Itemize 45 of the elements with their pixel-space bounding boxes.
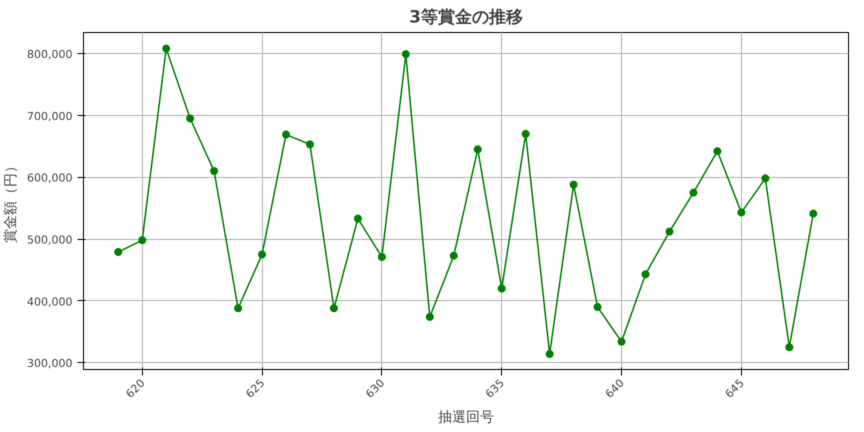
point bbox=[474, 145, 482, 154]
x-tick-label: 630 bbox=[363, 376, 388, 401]
y-tick-label: 300,000 bbox=[27, 357, 73, 370]
point bbox=[618, 338, 626, 346]
point bbox=[234, 304, 242, 312]
point bbox=[809, 210, 818, 218]
point bbox=[665, 228, 674, 236]
x-tick-label: 635 bbox=[482, 376, 508, 401]
x-axis-title: 抽選回号 bbox=[438, 410, 494, 426]
point bbox=[689, 188, 698, 197]
point bbox=[354, 214, 362, 223]
point bbox=[378, 252, 386, 261]
point bbox=[282, 130, 290, 139]
x-tick-label: 645 bbox=[722, 376, 747, 401]
point bbox=[737, 208, 746, 216]
y-tick-label: 700,000 bbox=[27, 110, 73, 123]
chart-title: 3等賞金の推移 bbox=[409, 8, 523, 28]
point bbox=[594, 303, 602, 312]
point bbox=[426, 312, 434, 321]
point bbox=[522, 130, 530, 138]
y-tick-label: 400,000 bbox=[27, 295, 73, 308]
y-axis-title: 賞金額（円） bbox=[3, 159, 20, 243]
point bbox=[258, 250, 266, 258]
x-tick-label: 620 bbox=[123, 376, 148, 401]
point bbox=[114, 248, 122, 256]
point bbox=[498, 284, 506, 292]
point bbox=[546, 350, 554, 358]
point bbox=[402, 50, 410, 58]
point bbox=[138, 236, 146, 244]
point bbox=[785, 343, 794, 352]
point bbox=[330, 304, 338, 312]
point bbox=[450, 252, 458, 260]
point bbox=[210, 167, 218, 176]
y-tick-label: 800,000 bbox=[27, 48, 73, 62]
point bbox=[713, 147, 722, 156]
point bbox=[761, 174, 770, 182]
point bbox=[186, 114, 194, 122]
point bbox=[306, 140, 314, 148]
y-tick-label: 500,000 bbox=[27, 234, 73, 247]
x-tick-label: 640 bbox=[602, 376, 627, 401]
x-tick-label: 625 bbox=[243, 376, 268, 401]
point bbox=[642, 270, 650, 278]
point bbox=[162, 44, 170, 53]
y-tick-label: 600,000 bbox=[27, 172, 73, 185]
point bbox=[570, 180, 578, 189]
